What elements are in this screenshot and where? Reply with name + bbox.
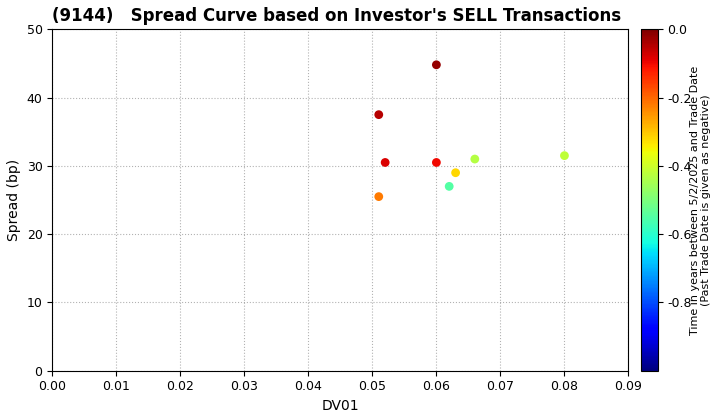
Y-axis label: Spread (bp): Spread (bp) <box>7 159 21 241</box>
Y-axis label: Time in years between 5/2/2025 and Trade Date
(Past Trade Date is given as negat: Time in years between 5/2/2025 and Trade… <box>690 66 711 335</box>
X-axis label: DV01: DV01 <box>322 399 359 413</box>
Point <box>559 152 570 159</box>
Text: (9144)   Spread Curve based on Investor's SELL Transactions: (9144) Spread Curve based on Investor's … <box>53 7 621 25</box>
Point <box>373 111 384 118</box>
Point <box>431 159 442 166</box>
Point <box>373 193 384 200</box>
Point <box>469 156 480 163</box>
Point <box>379 159 391 166</box>
Point <box>450 169 462 176</box>
Point <box>444 183 455 190</box>
Point <box>431 61 442 68</box>
